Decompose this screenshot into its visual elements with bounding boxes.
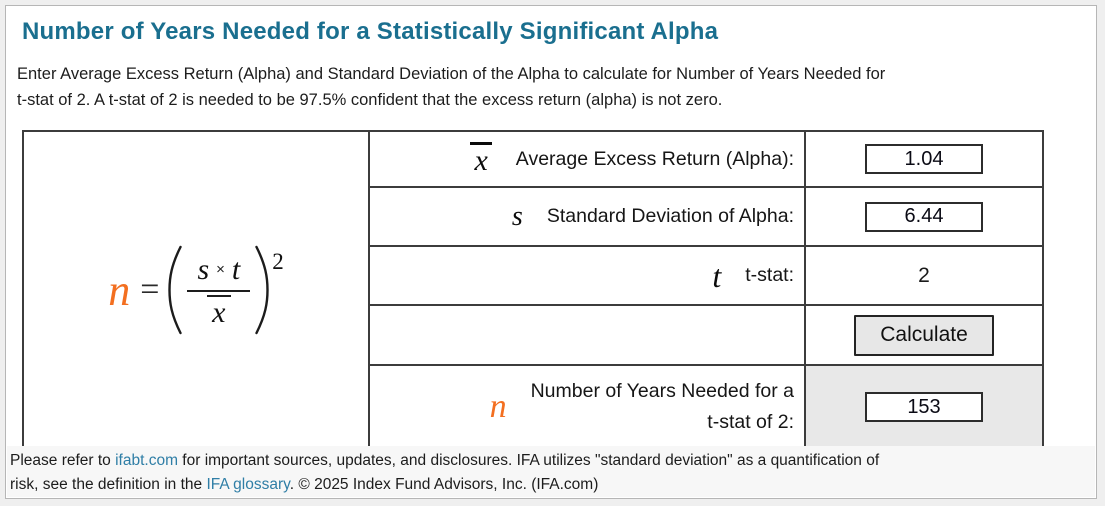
page-title: Number of Years Needed for a Statistical… [22,18,719,45]
n-symbol: n [489,388,507,425]
empty-label-cell [370,306,806,364]
alpha-years-formula: n = s × t x 2 [108,244,284,336]
footer-disclaimer: Please refer to ifabt.com for important … [7,446,1095,497]
footer-line2-post: . © 2025 Index Fund Advisors, Inc. (IFA.… [289,475,599,493]
page-frame: Number of Years Needed for a Statistical… [5,5,1097,499]
t-stat-label: t-stat: [745,264,794,286]
footer-line2-pre: risk, see the definition in the [10,475,207,493]
t-symbol: t [712,257,722,294]
formula-fraction: s × t x [187,252,251,328]
years-needed-label-line2: t-stat of 2: [707,411,794,433]
calculator-rows: x Average Excess Return (Alpha): s Stand… [370,132,1042,448]
calculator-table: n = s × t x 2 [22,130,1044,450]
calculate-cell: Calculate [806,306,1042,364]
row-calculate: Calculate [370,306,1042,366]
s-variable: s [197,252,210,286]
row-years-needed: n Number of Years Needed for a t-stat of… [370,366,1042,448]
multiplication-sign: × [216,260,225,278]
formula-cell: n = s × t x 2 [24,132,370,448]
row-t-stat: t t-stat: 2 [370,247,1042,306]
x-bar-symbol: x [470,142,492,176]
ifabt-link[interactable]: ifabt.com [115,452,178,469]
left-parenthesis [168,245,183,335]
formula-numerator: s × t [187,252,251,292]
years-needed-label-line1: Number of Years Needed for a [530,380,794,402]
standard-deviation-value-cell [806,188,1042,245]
standard-deviation-label: Standard Deviation of Alpha: [546,205,794,227]
equals-sign: = [140,271,160,308]
x-bar-variable: x [207,294,231,328]
standard-deviation-label-cell: s Standard Deviation of Alpha: [370,188,806,245]
description-line-1: Enter Average Excess Return (Alpha) and … [17,65,886,83]
ifa-glossary-link[interactable]: IFA glossary [206,475,290,493]
t-stat-value-cell: 2 [806,247,1042,304]
right-parenthesis [255,245,269,335]
page-description: Enter Average Excess Return (Alpha) and … [17,61,1092,113]
standard-deviation-input[interactable] [865,201,983,232]
years-needed-label-cell: n Number of Years Needed for a t-stat of… [370,366,806,448]
t-variable: t [231,252,241,286]
s-symbol: s [511,200,523,232]
row-standard-deviation: s Standard Deviation of Alpha: [370,188,1042,247]
years-needed-result-input[interactable] [865,392,983,422]
t-stat-value: 2 [918,263,930,287]
row-average-excess-return: x Average Excess Return (Alpha): [370,132,1042,188]
t-stat-label-cell: t t-stat: [370,247,806,304]
calculate-button[interactable]: Calculate [854,314,994,356]
footer-line1-pre: Please refer to [10,452,116,469]
average-excess-return-label: Average Excess Return (Alpha): [515,147,794,170]
squared-exponent: 2 [272,249,284,274]
description-line-2: t-stat of 2. A t-stat of 2 is needed to … [17,91,723,109]
average-excess-return-value-cell [806,132,1042,186]
years-needed-result-cell [806,366,1042,448]
footer-line1-post: for important sources, updates, and disc… [178,452,880,469]
formula-n-variable: n [108,265,131,315]
formula-denominator: x [207,292,231,328]
average-excess-return-input[interactable] [865,144,983,174]
years-needed-label: Number of Years Needed for a t-stat of 2… [531,376,794,438]
average-excess-return-label-cell: x Average Excess Return (Alpha): [370,132,806,186]
